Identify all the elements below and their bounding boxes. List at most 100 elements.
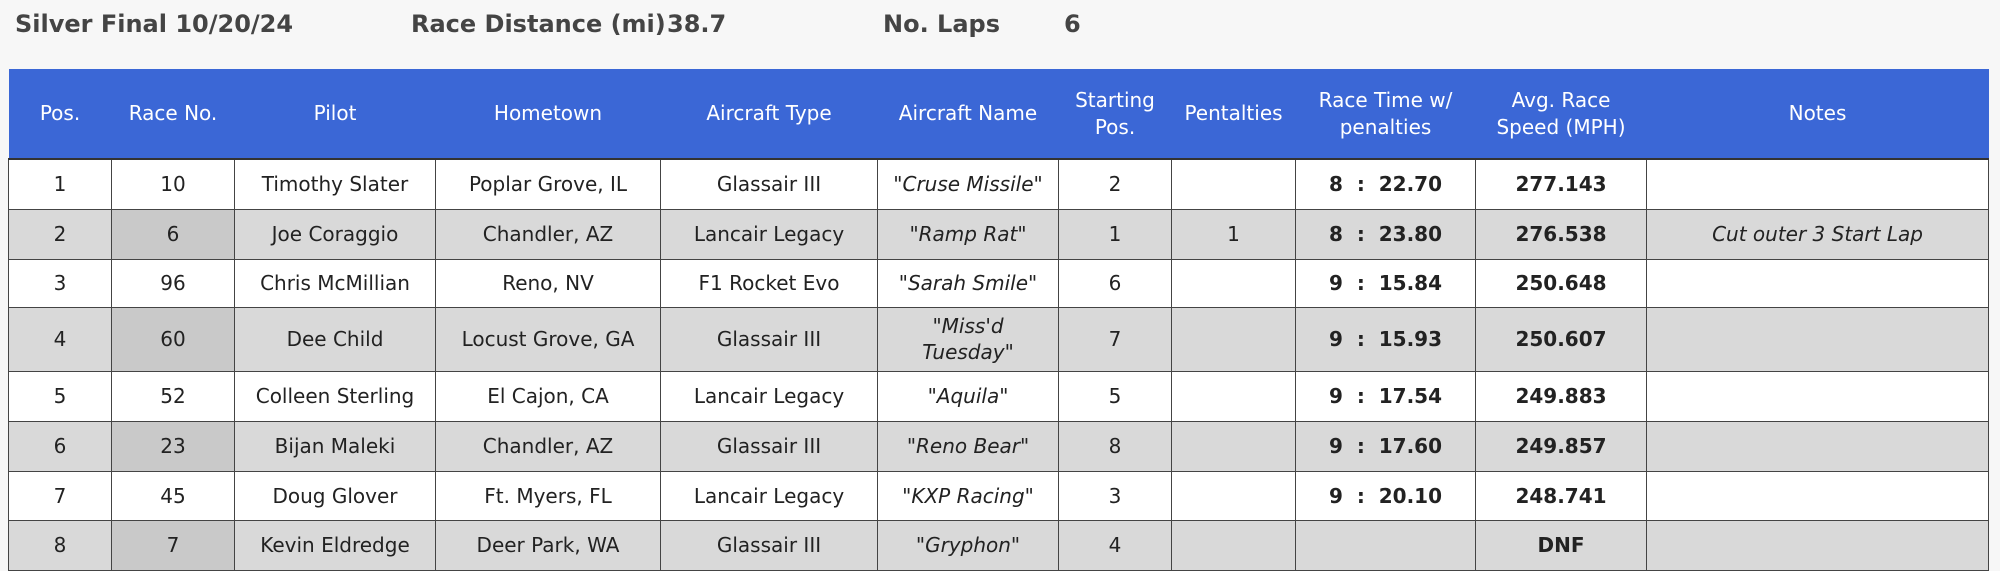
- table-cell: Lancair Legacy: [660, 208, 878, 260]
- table-row: 5 52 Colleen Sterling El Cajon, CA Lancair L…: [8, 370, 1989, 422]
- table-cell: El Cajon, CA: [435, 370, 661, 422]
- laps-label: No. Laps: [883, 10, 1000, 38]
- table-cell: Chris McMillian: [234, 258, 436, 308]
- table-cell: 2: [1058, 158, 1172, 210]
- table-cell: Poplar Grove, IL: [435, 158, 661, 210]
- results-table: Pos. Race No. Pilot Hometown Aircraft Type Ai…: [8, 69, 1989, 571]
- table-cell: Timothy Slater: [234, 158, 436, 210]
- table-cell: Colleen Sterling: [234, 370, 436, 422]
- race-header: Silver Final 10/20/24 Race Distance (mi)…: [0, 4, 2000, 48]
- table-cell: Glassair III: [660, 420, 878, 472]
- laps-value: 6: [1064, 10, 1081, 38]
- table-cell: [1171, 519, 1296, 571]
- table-cell: 9 : 20.10: [1295, 470, 1476, 521]
- table-cell: 7: [1058, 306, 1172, 372]
- table-cell: Bijan Maleki: [234, 420, 436, 472]
- table-cell: 249.883: [1475, 370, 1647, 422]
- table-cell: 5: [8, 370, 112, 422]
- column-header: Pilot: [234, 69, 436, 160]
- table-cell: Glassair III: [660, 519, 878, 571]
- table-cell: "Sarah Smile": [877, 258, 1059, 308]
- column-header: Avg. Race Speed (MPH): [1475, 69, 1647, 160]
- table-cell: 250.648: [1475, 258, 1647, 308]
- table-cell: Joe Coraggio: [234, 208, 436, 260]
- table-cell: [1171, 158, 1296, 210]
- table-cell: "Gryphon": [877, 519, 1059, 571]
- column-header: Pentalties: [1171, 69, 1296, 160]
- table-cell: 8 : 22.70: [1295, 158, 1476, 210]
- table-cell: 277.143: [1475, 158, 1647, 210]
- table-cell: Lancair Legacy: [660, 470, 878, 521]
- table-cell: 6: [8, 420, 112, 472]
- column-header: Starting Pos.: [1058, 69, 1172, 160]
- table-cell: 3: [8, 258, 112, 308]
- table-cell: Chandler, AZ: [435, 208, 661, 260]
- table-cell: 1: [8, 158, 112, 210]
- table-cell: 248.741: [1475, 470, 1647, 521]
- table-cell: Glassair III: [660, 306, 878, 372]
- table-cell: 4: [8, 306, 112, 372]
- table-cell: Ft. Myers, FL: [435, 470, 661, 521]
- race-title: Silver Final 10/20/24: [15, 10, 294, 38]
- table-cell: [1171, 420, 1296, 472]
- table-cell: "Miss'd Tuesday": [877, 306, 1059, 372]
- table-row: 7 45 Doug Glover Ft. Myers, FL Lancair Legac…: [8, 470, 1989, 521]
- table-cell: "Aquila": [877, 370, 1059, 422]
- table-cell: 8 : 23.80: [1295, 208, 1476, 260]
- table-row: 2 6 Joe Coraggio Chandler, AZ Lancair Legacy…: [8, 208, 1989, 260]
- table-cell: Deer Park, WA: [435, 519, 661, 571]
- table-cell: 3: [1058, 470, 1172, 521]
- table-cell: Kevin Eldredge: [234, 519, 436, 571]
- table-cell: [1646, 420, 1989, 472]
- table-cell: [1646, 306, 1989, 372]
- table-cell: [1646, 470, 1989, 521]
- table-cell: "Cruse Missile": [877, 158, 1059, 210]
- table-cell: [1646, 519, 1989, 571]
- table-cell: 9 : 15.93: [1295, 306, 1476, 372]
- table-cell: 1: [1171, 208, 1296, 260]
- table-cell: [1295, 519, 1476, 571]
- table-row: 4 60 Dee Child Locust Grove, GA Glassair III…: [8, 306, 1989, 372]
- column-header: Aircraft Name: [877, 69, 1059, 160]
- table-cell: Reno, NV: [435, 258, 661, 308]
- table-cell: 250.607: [1475, 306, 1647, 372]
- table-cell: [1171, 306, 1296, 372]
- table-cell: DNF: [1475, 519, 1647, 571]
- table-cell: 7: [111, 519, 235, 571]
- table-cell: 7: [8, 470, 112, 521]
- table-cell: "Reno Bear": [877, 420, 1059, 472]
- table-cell: [1646, 370, 1989, 422]
- table-cell: 9 : 17.54: [1295, 370, 1476, 422]
- header-row: Pos. Race No. Pilot Hometown Aircraft Type Ai…: [8, 69, 1989, 160]
- table-cell: Cut outer 3 Start Lap: [1646, 208, 1989, 260]
- table-cell: 5: [1058, 370, 1172, 422]
- table-cell: 6: [111, 208, 235, 260]
- column-header: Notes: [1646, 69, 1989, 160]
- table-cell: 6: [1058, 258, 1172, 308]
- table-cell: Dee Child: [234, 306, 436, 372]
- table-cell: 96: [111, 258, 235, 308]
- column-header: Hometown: [435, 69, 661, 160]
- table-cell: 10: [111, 158, 235, 210]
- table-cell: 9 : 15.84: [1295, 258, 1476, 308]
- table-cell: 23: [111, 420, 235, 472]
- column-header: Race Time w/ penalties: [1295, 69, 1476, 160]
- table-cell: 45: [111, 470, 235, 521]
- table-cell: [1171, 258, 1296, 308]
- table-cell: Glassair III: [660, 158, 878, 210]
- table-row: 8 7 Kevin Eldredge Deer Park, WA Glassair II…: [8, 519, 1989, 571]
- table-row: 1 10 Timothy Slater Poplar Grove, IL Glassai…: [8, 158, 1989, 210]
- table-cell: 8: [8, 519, 112, 571]
- column-header: Pos.: [8, 69, 112, 160]
- table-cell: 249.857: [1475, 420, 1647, 472]
- table-cell: 9 : 17.60: [1295, 420, 1476, 472]
- table-cell: Lancair Legacy: [660, 370, 878, 422]
- column-header: Aircraft Type: [660, 69, 878, 160]
- table-cell: [1171, 470, 1296, 521]
- table-cell: 4: [1058, 519, 1172, 571]
- table-cell: 276.538: [1475, 208, 1647, 260]
- table-cell: Locust Grove, GA: [435, 306, 661, 372]
- table-cell: Doug Glover: [234, 470, 436, 521]
- table-cell: [1171, 370, 1296, 422]
